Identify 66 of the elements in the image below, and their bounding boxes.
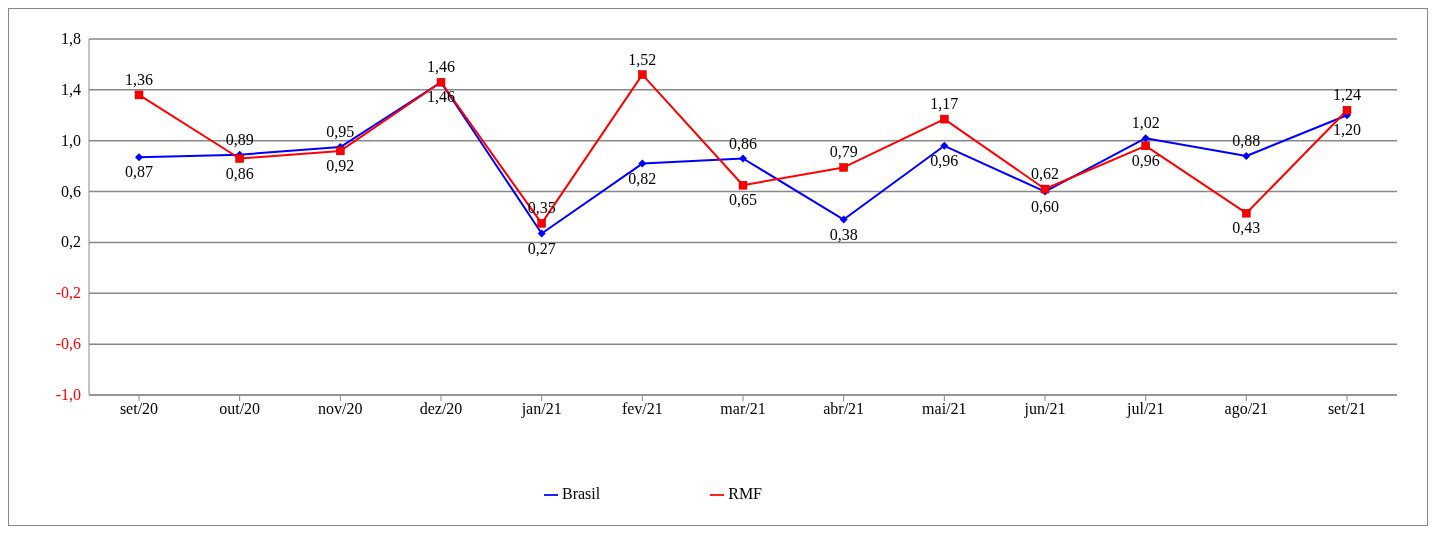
point xyxy=(638,159,647,168)
data-label: 0,60 xyxy=(1031,197,1059,215)
y-tick-label: -1,0 xyxy=(55,386,81,403)
data-label: 0,88 xyxy=(1232,131,1261,149)
x-tick-label: set/21 xyxy=(1327,400,1367,418)
point xyxy=(336,146,345,156)
x-tick-label: mai/21 xyxy=(922,400,967,418)
legend-label: Brasil xyxy=(561,485,601,502)
data-label: 1,36 xyxy=(125,70,153,88)
point xyxy=(638,70,647,79)
x-tick-label: dez/20 xyxy=(419,400,463,418)
data-label: 1,02 xyxy=(1131,114,1160,132)
data-label: 0,96 xyxy=(1131,151,1160,169)
point xyxy=(739,154,747,163)
point xyxy=(1141,134,1150,143)
data-label: 0,43 xyxy=(1232,219,1261,237)
data-label: 1,52 xyxy=(628,50,657,68)
point xyxy=(940,141,949,150)
data-label: 1,17 xyxy=(930,95,959,113)
x-tick-label: nov/20 xyxy=(318,400,363,418)
point xyxy=(1242,208,1251,218)
x-tick-label: jan/21 xyxy=(520,400,562,419)
y-tick-label: 0,2 xyxy=(61,233,81,251)
data-label: 1,24 xyxy=(1333,86,1361,104)
x-tick-label: mar/21 xyxy=(720,400,766,418)
data-label: 1,20 xyxy=(1333,121,1361,139)
point xyxy=(1141,141,1150,151)
point xyxy=(537,219,546,228)
data-label: 0,62 xyxy=(1031,165,1059,183)
data-label: 0,87 xyxy=(125,163,153,181)
point xyxy=(1342,105,1352,115)
point xyxy=(135,153,143,162)
y-tick-label: 1,4 xyxy=(61,80,81,98)
x-tick-label: set/20 xyxy=(119,400,159,418)
data-label: 0,27 xyxy=(527,239,556,257)
x-tick-label: jun/21 xyxy=(1023,400,1066,419)
data-label: 0,82 xyxy=(628,169,657,187)
y-tick-label: 1,8 xyxy=(61,30,81,47)
x-tick-label: jul/21 xyxy=(1125,400,1165,419)
data-label: 0,65 xyxy=(729,191,757,209)
x-tick-label: ago/21 xyxy=(1224,400,1269,419)
point xyxy=(839,163,848,172)
x-tick-label: fev/21 xyxy=(621,400,663,418)
point xyxy=(537,229,546,238)
y-tick-label: -0,2 xyxy=(55,284,81,302)
point xyxy=(738,180,748,190)
data-label: 0,96 xyxy=(930,151,959,169)
data-label: 0,95 xyxy=(326,123,355,141)
y-tick-label: -0,6 xyxy=(55,335,81,353)
point xyxy=(940,114,949,124)
data-label: 0,86 xyxy=(729,134,757,152)
data-label: 0,92 xyxy=(326,156,355,174)
point xyxy=(1242,151,1251,160)
data-label: 0,89 xyxy=(225,130,254,148)
point xyxy=(134,90,144,100)
data-label: 0,86 xyxy=(225,164,254,182)
data-label: 0,79 xyxy=(829,143,858,161)
y-tick-label: 1,0 xyxy=(61,131,81,149)
legend-label: RMF xyxy=(728,485,762,502)
data-label: 0,38 xyxy=(829,225,858,243)
point xyxy=(235,154,244,163)
data-label: 1,46 xyxy=(427,58,455,76)
y-tick-label: 0,6 xyxy=(61,182,81,200)
x-tick-label: out/20 xyxy=(219,400,261,418)
point xyxy=(839,215,848,224)
x-tick-label: abr/21 xyxy=(823,400,865,418)
